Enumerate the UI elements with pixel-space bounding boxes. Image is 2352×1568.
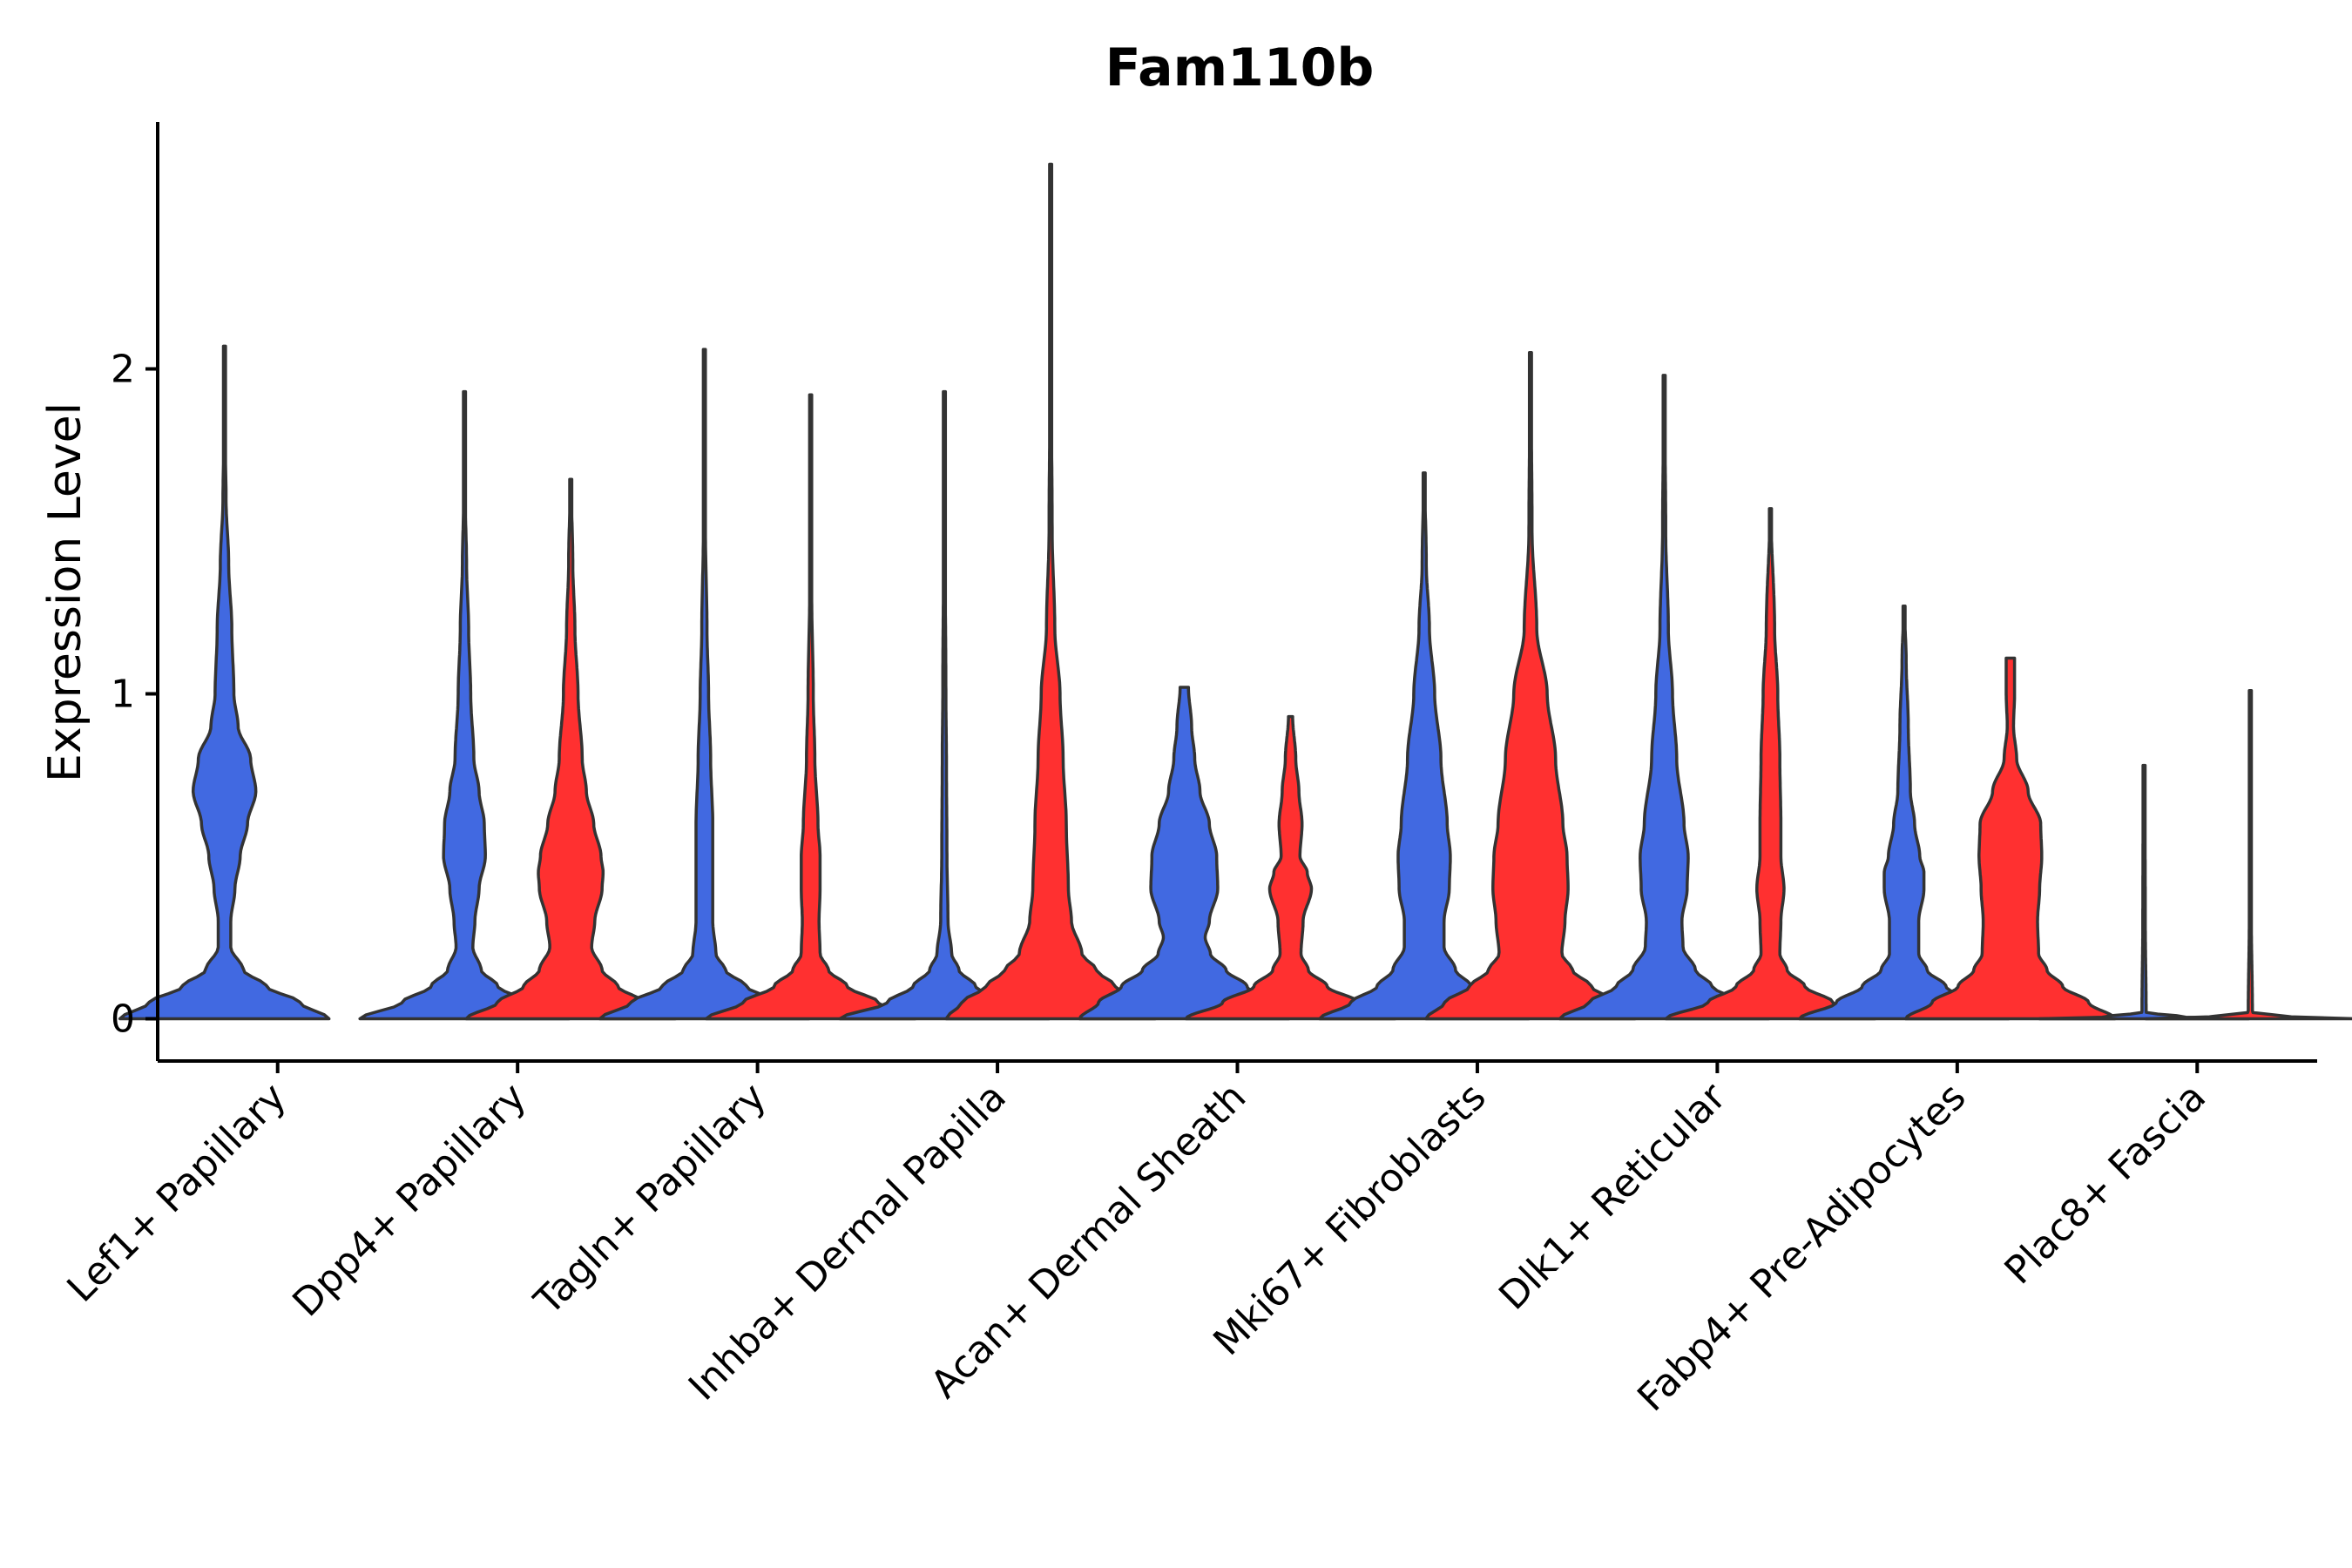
violin-mki67-fibroblasts-group1 xyxy=(1318,471,1531,1021)
x-tick-label: Dpp4+ Papillary xyxy=(284,1075,535,1326)
violin-dpp4-papillary-group2 xyxy=(464,477,677,1021)
y-tick-label: 1 xyxy=(111,672,135,716)
violin-acan-dermal-sheath-group2 xyxy=(1184,714,1397,1021)
x-tick-label: Tagln+ Papillary xyxy=(525,1075,774,1324)
violin-plac8-fascia-group2 xyxy=(2144,689,2352,1021)
chart-title: Fam110b xyxy=(1105,37,1375,98)
violin-tagln-papillary-group1 xyxy=(598,348,811,1021)
violin-dpp4-papillary-group1 xyxy=(358,389,571,1021)
y-axis-label: Expression Level xyxy=(39,402,91,782)
violin-fabp4-pre-adipocytes-group2 xyxy=(1904,656,2117,1021)
y-tick-label: 0 xyxy=(111,997,135,1042)
violin-tagln-papillary-group2 xyxy=(704,393,917,1021)
x-tick-label: Mki67+ Fibroblasts xyxy=(1205,1075,1494,1364)
violin-acan-dermal-sheath-group1 xyxy=(1078,686,1291,1021)
violin-inhba-dermal-papilla-group2 xyxy=(944,162,1157,1021)
x-tick-label: Plac8+ Fascia xyxy=(1997,1075,2215,1294)
violin-dlk1-reticular-group1 xyxy=(1558,374,1771,1021)
x-tick-label: Dlk1+ Reticular xyxy=(1490,1074,1735,1319)
violin-fabp4-pre-adipocytes-group1 xyxy=(1798,605,2011,1021)
violin-mki67-fibroblasts-group2 xyxy=(1424,351,1637,1021)
violins-layer xyxy=(118,162,2352,1021)
violin-lef1-papillary-group1 xyxy=(118,344,331,1021)
y-axis: 0 1 2 xyxy=(111,122,159,1061)
violin-plac8-fascia-group1 xyxy=(2038,763,2251,1021)
violin-dlk1-reticular-group2 xyxy=(1664,507,1877,1021)
x-tick-label: Lef1+ Papillary xyxy=(58,1075,294,1311)
violin-inhba-dermal-papilla-group1 xyxy=(838,389,1051,1021)
y-tick-label: 2 xyxy=(111,347,135,391)
